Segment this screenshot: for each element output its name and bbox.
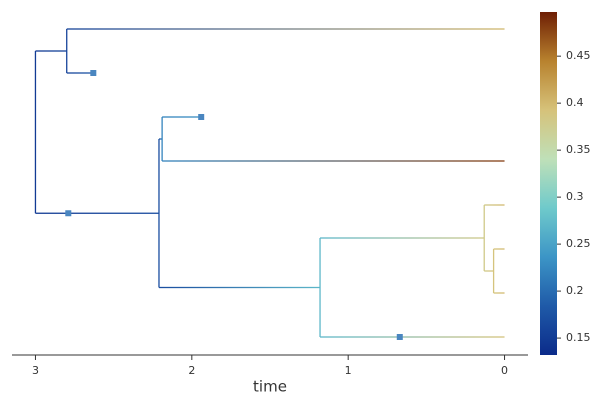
branch <box>162 160 505 162</box>
branch <box>493 292 505 294</box>
colorbar-tick-label: 0.2 <box>566 284 584 297</box>
branch <box>158 286 321 289</box>
colorbar-tick-label: 0.4 <box>566 96 584 109</box>
branch <box>35 212 159 214</box>
branch <box>158 138 163 140</box>
colorbar-tick-label: 0.45 <box>566 49 591 62</box>
sample-marker <box>198 114 205 120</box>
colorbar <box>540 12 557 355</box>
colorbar-tick-label: 0.35 <box>566 143 591 156</box>
colorbar-tick-label: 0.3 <box>566 190 584 203</box>
colorbar-tick-label: 0.15 <box>566 331 591 344</box>
branch <box>35 50 67 52</box>
branch <box>66 28 505 30</box>
x-tick-label: 1 <box>345 364 352 377</box>
x-tick-label: 0 <box>501 364 508 377</box>
branch <box>484 270 494 272</box>
branch <box>66 72 94 74</box>
sample-marker <box>396 334 403 340</box>
x-axis-label: time <box>253 378 287 396</box>
x-tick-label: 3 <box>32 364 39 377</box>
sample-marker <box>65 210 72 217</box>
branch <box>320 237 485 239</box>
branch <box>493 248 505 250</box>
sample-marker <box>90 70 97 76</box>
branch <box>162 116 202 118</box>
branch <box>320 336 505 338</box>
x-tick-label: 2 <box>188 364 195 377</box>
colorbar-tick-label: 0.25 <box>566 237 591 250</box>
branch <box>484 204 505 206</box>
